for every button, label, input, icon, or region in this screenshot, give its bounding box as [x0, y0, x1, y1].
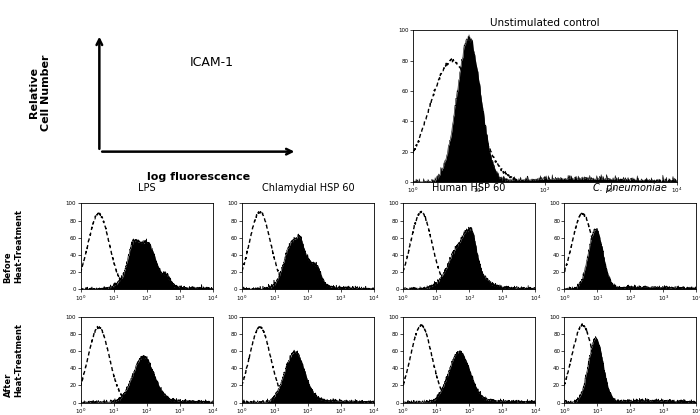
Title: Unstimulated control: Unstimulated control	[490, 18, 599, 28]
Text: C. pneumoniae: C. pneumoniae	[594, 183, 667, 193]
Text: log fluorescence: log fluorescence	[147, 172, 250, 182]
Text: ICAM-1: ICAM-1	[190, 56, 234, 69]
Text: Chlamydial HSP 60: Chlamydial HSP 60	[262, 183, 354, 193]
Text: LPS: LPS	[138, 183, 155, 193]
Text: Human HSP 60: Human HSP 60	[433, 183, 506, 193]
Text: Relative
Cell Number: Relative Cell Number	[29, 54, 51, 131]
Text: Before
Heat-Treatment: Before Heat-Treatment	[4, 209, 23, 283]
Text: After
Heat-Treatment: After Heat-Treatment	[4, 322, 23, 397]
